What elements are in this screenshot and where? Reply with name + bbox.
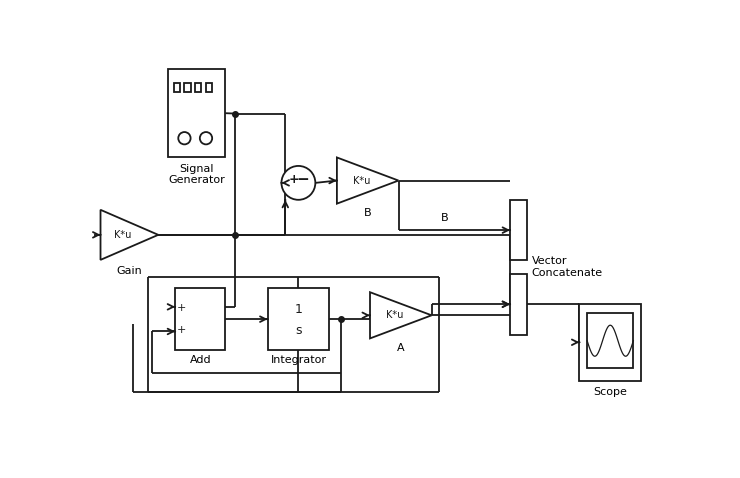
Text: B: B xyxy=(441,213,448,223)
Bar xyxy=(175,288,225,350)
Circle shape xyxy=(200,132,212,144)
Text: 1: 1 xyxy=(295,304,303,316)
Bar xyxy=(195,83,201,92)
Polygon shape xyxy=(101,210,158,260)
Text: B: B xyxy=(364,208,371,218)
Text: K*u: K*u xyxy=(353,175,370,185)
Text: Gain: Gain xyxy=(116,266,142,276)
Bar xyxy=(587,313,633,369)
Bar xyxy=(206,83,212,92)
Bar xyxy=(579,304,641,381)
Text: A: A xyxy=(397,343,405,353)
Circle shape xyxy=(281,166,315,200)
Bar xyxy=(510,274,527,335)
Text: −: − xyxy=(297,172,309,187)
Text: Vector
Concatenate: Vector Concatenate xyxy=(532,256,603,278)
Text: Integrator: Integrator xyxy=(270,355,326,365)
Bar xyxy=(167,69,225,157)
Text: +: + xyxy=(289,174,299,186)
Text: +: + xyxy=(177,303,186,313)
Bar xyxy=(184,83,191,92)
Text: s: s xyxy=(295,324,302,337)
Polygon shape xyxy=(370,292,431,338)
Text: K*u: K*u xyxy=(386,310,403,320)
Text: Add: Add xyxy=(189,355,211,365)
Bar xyxy=(268,288,329,350)
Text: Signal
Generator: Signal Generator xyxy=(168,163,225,185)
Text: +: + xyxy=(177,325,186,335)
Bar xyxy=(510,200,527,261)
Text: K*u: K*u xyxy=(114,230,131,240)
Polygon shape xyxy=(337,157,399,204)
Bar xyxy=(174,83,180,92)
Circle shape xyxy=(178,132,191,144)
Text: Scope: Scope xyxy=(593,387,628,397)
